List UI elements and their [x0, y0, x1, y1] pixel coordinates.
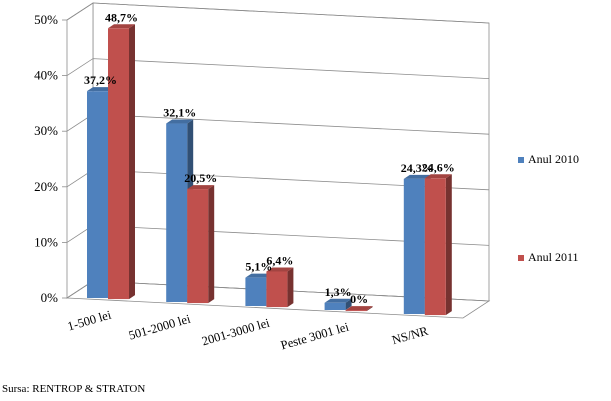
bar-top	[424, 174, 452, 179]
bar	[345, 310, 367, 312]
bar-top	[345, 306, 373, 311]
bar-top	[266, 267, 294, 272]
bar	[266, 271, 288, 308]
bar	[324, 302, 346, 311]
y-tick-label: 20%	[34, 179, 58, 194]
data-label: 5,1%	[245, 260, 272, 274]
bar-top	[324, 298, 352, 303]
legend-swatch	[518, 157, 524, 163]
bar-side	[129, 24, 135, 300]
legend-label: Anul 2011	[528, 250, 579, 264]
data-label: 48,7%	[105, 10, 138, 24]
bar	[245, 277, 267, 307]
y-tick-label: 10%	[34, 234, 58, 249]
x-tick-label: 501-2000 lei	[127, 312, 192, 343]
bar-side	[287, 267, 294, 308]
data-labels: 37,2% 48,7% 32,1% 20,5% 5,1%6,4% 1,3%0% 24,3%2…	[84, 10, 455, 306]
bar	[403, 178, 425, 315]
data-label: 1,3%	[325, 285, 352, 299]
data-label: 24,3%	[401, 161, 434, 175]
x-tick-label: Peste 3001 lei	[279, 320, 351, 353]
bar-top	[187, 185, 215, 190]
legend-label: Anul 2010	[528, 152, 579, 166]
data-label: 20,5%	[184, 171, 217, 185]
y-axis-ticks: 0% 10% 20% 30% 40% 50%	[34, 12, 67, 305]
bars	[87, 24, 452, 316]
y-tick-label: 0%	[41, 290, 59, 305]
bar	[108, 28, 129, 300]
legend-swatch	[518, 255, 524, 261]
bar-side	[366, 306, 373, 312]
bar	[166, 123, 188, 303]
bar-top	[403, 174, 431, 179]
bar-side	[208, 185, 215, 304]
data-label: 24,6%	[422, 160, 455, 174]
gridline	[66, 58, 490, 79]
data-label: 6,4%	[266, 253, 293, 267]
bar-top	[245, 273, 273, 278]
y-tick-label: 30%	[34, 123, 58, 138]
bar	[424, 178, 446, 316]
bar-side	[345, 298, 352, 311]
data-label: 37,2%	[84, 73, 117, 87]
bar	[187, 189, 209, 304]
gridline	[66, 2, 490, 24]
data-label: 32,1%	[163, 106, 196, 120]
x-tick-label: 2001-3000 lei	[200, 316, 271, 349]
bar	[87, 91, 108, 299]
bar-top	[108, 24, 135, 29]
source-note: Sursa: RENTROP & STRATON	[2, 383, 146, 395]
x-tick-label: 1-500 lei	[66, 308, 113, 334]
x-tick-label: NS/NR	[390, 324, 430, 348]
y-tick-label: 40%	[34, 68, 58, 83]
x-axis-labels: 1-500 lei 501-2000 lei 2001-3000 lei Peste …	[66, 308, 430, 353]
bar-top	[87, 87, 114, 92]
legend: Anul 2010 Anul 2011	[518, 152, 579, 264]
y-tick-label: 50%	[34, 12, 58, 27]
bar-side	[445, 174, 452, 316]
data-label: 0%	[350, 292, 368, 306]
bar-top	[166, 119, 194, 124]
